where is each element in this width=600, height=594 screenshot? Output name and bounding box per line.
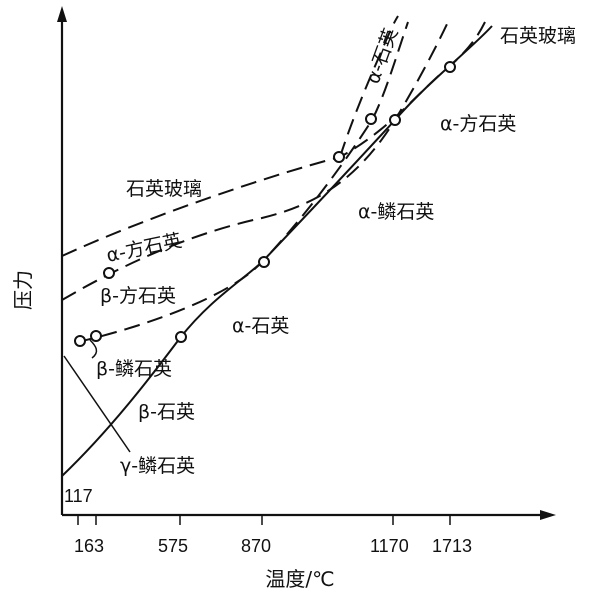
beta-tridymite-leader (89, 339, 98, 359)
transition-point (90, 330, 102, 342)
y-axis-label: 压力 (11, 270, 35, 310)
label-alpha-cristobalite-right: α-方石英 (440, 113, 516, 135)
label-quartz-glass-top: 石英玻璃 (500, 25, 576, 47)
label-beta-tridymite: β-鳞石英 (96, 358, 172, 380)
gamma-tridymite-leader (63, 355, 131, 453)
x-tick-575: 575 (158, 536, 188, 556)
transition-point (74, 335, 86, 347)
label-alpha-tridymite: α-鳞石英 (358, 201, 434, 223)
x-tick-1170: 1170 (370, 536, 409, 556)
dashed-quartz-glass-curve (61, 21, 486, 257)
transition-point (333, 151, 345, 163)
x-axis-label: 温度/℃ (265, 567, 334, 591)
x-tick-163: 163 (74, 536, 104, 556)
x-tick-870: 870 (241, 536, 271, 556)
transition-point (103, 267, 115, 279)
transition-point (444, 61, 456, 73)
transition-point (365, 113, 377, 125)
transition-point (258, 256, 270, 268)
dashed-alpha-quartz-curve (339, 15, 399, 158)
y-tick-117: 117 (64, 486, 93, 506)
label-alpha-cristobalite-left: α-方石英 (104, 229, 183, 266)
label-alpha-quartz-mid: α-石英 (232, 315, 289, 337)
transition-point (175, 331, 187, 343)
transition-points (74, 61, 456, 347)
label-beta-quartz: β-石英 (138, 401, 195, 423)
x-tick-1713: 1713 (432, 536, 472, 556)
label-gamma-tridymite: γ-鳞石英 (120, 455, 195, 477)
y-axis-arrow (57, 6, 67, 22)
x-axis-arrow (540, 510, 556, 520)
dashed-beta-cristobalite-curve (77, 21, 409, 343)
transition-point (389, 114, 401, 126)
label-quartz-glass-left: 石英玻璃 (126, 178, 202, 200)
label-beta-cristobalite: β-方石英 (100, 285, 176, 307)
label-alpha-quartz-top: α-石英 (362, 25, 402, 86)
